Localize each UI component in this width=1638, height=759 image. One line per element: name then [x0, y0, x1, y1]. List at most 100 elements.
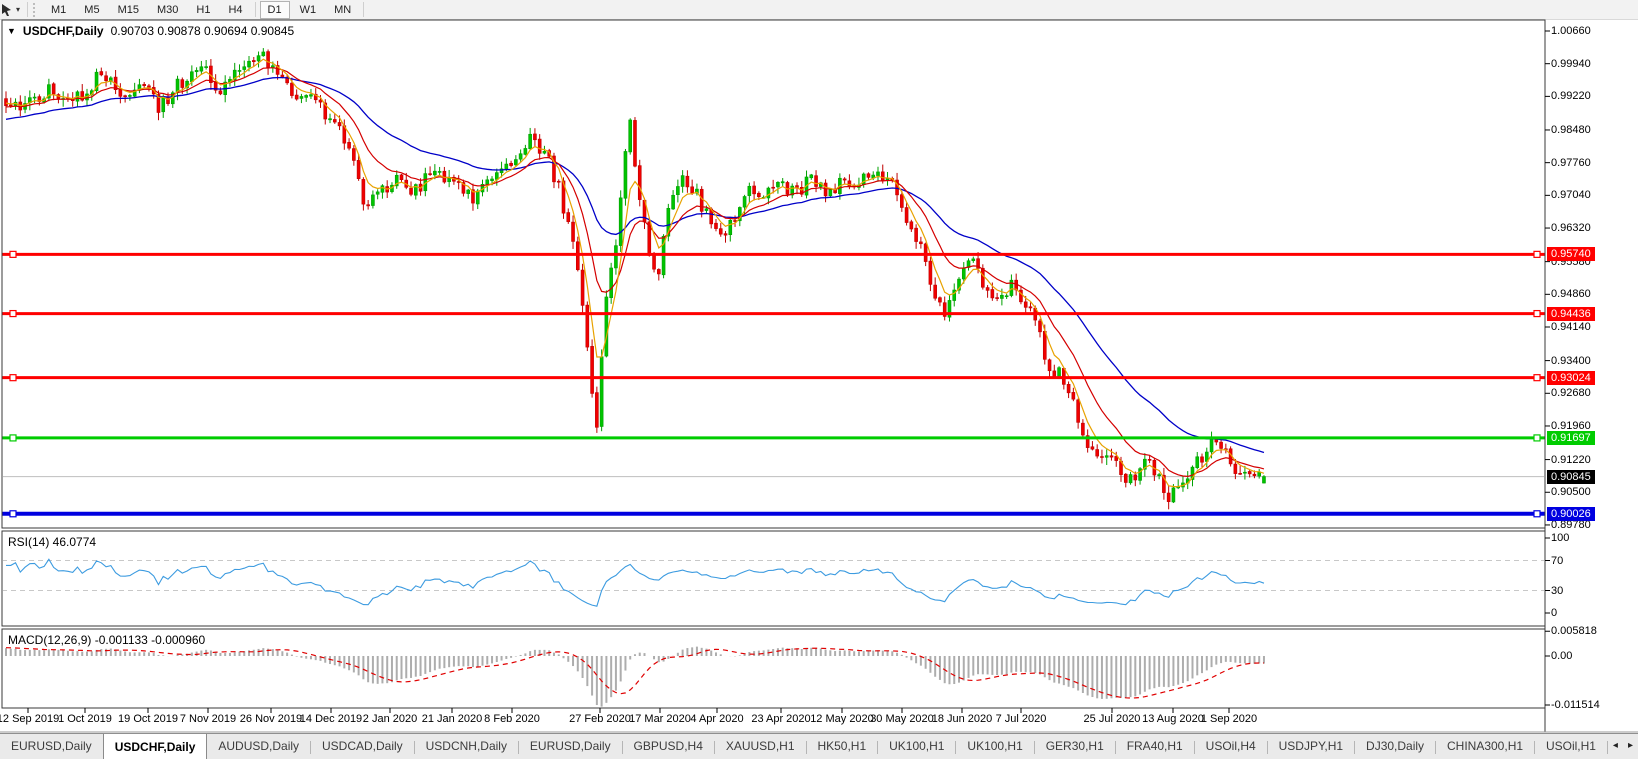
toolbar-separator: [254, 2, 256, 17]
tool-dropdown-caret-icon[interactable]: ▾: [16, 5, 21, 14]
date-label: 14 Dec 2019: [299, 713, 363, 725]
timeframe-button-m30[interactable]: M30: [156, 3, 179, 16]
chart-collapse-icon: ▼: [7, 26, 16, 36]
price-tick-label: 0.97760: [1551, 156, 1591, 169]
tab-usdjpy-h1-14[interactable]: USDJPY,H1: [1278, 739, 1344, 753]
rsi-axis-label-70: 70: [1551, 554, 1564, 567]
chart-symbol-period: USDCHF,Daily: [22, 24, 104, 38]
main-pane-content: [3, 48, 1544, 510]
tab-separator: [310, 740, 311, 754]
date-label: 1 Sep 2020: [1200, 713, 1258, 725]
date-label: 13 Aug 2020: [1142, 713, 1204, 725]
tab-uk100-h1-9[interactable]: UK100,H1: [889, 739, 945, 753]
tab-hk50-h1-8[interactable]: HK50,H1: [817, 739, 867, 753]
price-tick-label: 0.98480: [1551, 123, 1591, 136]
chart-tab-bar: EURUSD,Daily USDCHF,Daily AUDUSD,Daily USDC…: [0, 733, 1638, 759]
tab-separator: [621, 740, 623, 754]
tab-uk100-h1-10[interactable]: UK100,H1: [967, 739, 1023, 753]
timeframe-button-w1[interactable]: W1: [299, 3, 317, 16]
date-label: 12 Sep 2019: [0, 713, 60, 725]
toolbar-separator: [27, 2, 29, 17]
tab-dj30-daily-15[interactable]: DJ30,Daily: [1366, 739, 1425, 753]
price-level-label-0.93024: 0.93024: [1547, 370, 1595, 385]
date-label: 27 Feb 2020: [569, 713, 631, 725]
tab-fra40-h1-12[interactable]: FRA40,H1: [1126, 739, 1183, 753]
price-tick-label: 0.96320: [1551, 222, 1591, 235]
candlesticks: [4, 48, 1266, 510]
timeframe-button-d1[interactable]: D1: [259, 0, 290, 19]
date-label: 17 Mar 2020: [629, 713, 691, 725]
tab-usdchf-daily-1[interactable]: USDCHF,Daily: [102, 734, 208, 759]
crosshair-tool-icon[interactable]: [1, 3, 15, 17]
timeframe-button-m5[interactable]: M5: [84, 3, 100, 16]
tab-scroll-right-icon[interactable]: ▸: [1627, 740, 1633, 751]
tab-scroll-left-icon[interactable]: ◂: [1612, 740, 1618, 751]
tab-china300-h1-16[interactable]: CHINA300,H1: [1447, 739, 1524, 753]
date-label: 26 Nov 2019: [239, 713, 303, 725]
timeframe-button-m15[interactable]: M15: [117, 3, 139, 16]
date-label: 8 Feb 2020: [484, 713, 540, 725]
macd-indicator-label: MACD(12,26,9) -0.001133 -0.000960: [8, 633, 206, 647]
date-label: 2 Jan 2020: [362, 713, 418, 725]
tab-ger30-h1-11[interactable]: GER30,H1: [1045, 739, 1104, 753]
timeframe-button-h1[interactable]: H1: [196, 3, 211, 16]
tab-usdcnh-daily-4[interactable]: USDCNH,Daily: [425, 739, 507, 753]
price-tick-label: 0.91960: [1551, 419, 1591, 432]
tab-usoil-h4-13[interactable]: USOil,H4: [1205, 739, 1256, 753]
date-label: 12 May 2020: [810, 713, 874, 725]
price-level-label-0.95740: 0.95740: [1547, 247, 1595, 262]
date-label: 30 May 2020: [870, 713, 934, 725]
timeframe-button-m1[interactable]: M1: [51, 3, 67, 16]
tab-eurusd-daily-5[interactable]: EURUSD,Daily: [529, 739, 611, 753]
rsi-axis-label-30: 30: [1551, 584, 1564, 597]
tab-separator: [1193, 740, 1195, 754]
tab-separator: [1606, 740, 1608, 754]
rsi-axis-label-100: 100: [1551, 532, 1570, 544]
tab-separator: [1266, 740, 1268, 754]
date-label: 25 Jul 2020: [1083, 713, 1141, 725]
horizontal-level-lines[interactable]: [2, 250, 1545, 518]
rsi-axis-label-0: 0: [1551, 607, 1558, 619]
tab-separator: [1033, 740, 1035, 754]
price-tick-label: 0.93400: [1551, 354, 1591, 367]
tab-separator: [877, 740, 879, 754]
macd-axis-label--0.011514: -0.011514: [1551, 698, 1600, 711]
price-tick-label: 0.97040: [1551, 189, 1591, 202]
macd-axis-label-0.005818: 0.005818: [1551, 625, 1597, 638]
tab-gbpusd-h4-6[interactable]: GBPUSD,H4: [633, 739, 703, 753]
tab-xauusd-h1-7[interactable]: XAUUSD,H1: [725, 739, 795, 753]
tab-eurusd-daily-0[interactable]: EURUSD,Daily: [11, 739, 92, 753]
tab-separator: [517, 740, 519, 754]
price-level-label-0.90026: 0.90026: [1547, 506, 1595, 521]
rsi-pane-content: [3, 558, 1544, 607]
timeframe-button-h4[interactable]: H4: [228, 3, 243, 16]
tab-separator: [1534, 740, 1535, 754]
date-label: 7 Jul 2020: [995, 713, 1047, 725]
tab-separator: [1435, 740, 1436, 754]
tab-usdcad-daily-3[interactable]: USDCAD,Daily: [322, 739, 403, 753]
timeframe-button-mn[interactable]: MN: [334, 3, 352, 16]
tab-separator: [1114, 740, 1116, 754]
chart-ohlc-values: 0.90703 0.90878 0.90694 0.90845: [110, 24, 295, 38]
date-label: 18 Jun 2020: [931, 713, 993, 725]
price-tick-label: 0.91220: [1551, 453, 1591, 466]
tab-audusd-daily-2[interactable]: AUDUSD,Daily: [218, 739, 300, 753]
date-label: 4 Apr 2020: [690, 713, 744, 725]
axis-tick-marks: [27, 30, 1550, 713]
tab-separator: [955, 740, 957, 754]
date-label: 21 Jan 2020: [421, 713, 483, 725]
tab-separator: [713, 740, 715, 754]
chart-title: ▼ USDCHF,Daily 0.90703 0.90878 0.90694 0…: [7, 24, 294, 38]
price-level-label-0.91697: 0.91697: [1547, 430, 1595, 445]
tab-usoil-h1-17[interactable]: USOil,H1: [1545, 739, 1596, 753]
date-label: 7 Nov 2019: [179, 713, 237, 725]
tab-separator: [1354, 740, 1356, 754]
macd-pane-content: [5, 646, 1265, 707]
date-label: 1 Oct 2019: [58, 713, 112, 725]
price-tick-label: 0.94140: [1551, 321, 1591, 333]
toolbar-grip[interactable]: [33, 2, 38, 17]
macd-axis-label-0.00: 0.00: [1551, 650, 1573, 662]
price-tick-label: 0.99940: [1551, 57, 1591, 70]
